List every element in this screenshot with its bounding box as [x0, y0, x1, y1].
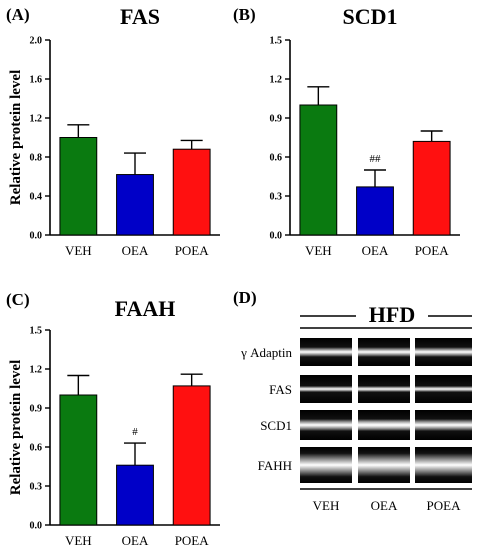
y-tick-label: 1.6: [30, 75, 43, 86]
chart-title: FAS: [120, 4, 160, 29]
panel-letter: (C): [6, 290, 30, 309]
blot-band: [300, 410, 352, 440]
x-tick-label: POEA: [175, 533, 210, 548]
y-tick-label: 0.3: [30, 482, 43, 493]
blot-lane-label: OEA: [371, 498, 398, 513]
blot-band: [358, 410, 410, 440]
bar-poea: [172, 148, 211, 236]
y-tick-label: 0.9: [30, 404, 43, 415]
blot-band: [300, 375, 352, 403]
bar-poea: [412, 140, 451, 236]
y-tick-label: 1.2: [270, 75, 283, 86]
blot-row-label: FAHH: [258, 458, 292, 473]
blot-lane-label: POEA: [427, 498, 462, 513]
x-tick-label: OEA: [362, 243, 389, 258]
blot-band: [300, 447, 352, 483]
panel-letter: (D): [233, 288, 257, 307]
y-axis-label: Relative protein level: [8, 360, 24, 496]
blot-title: HFD: [369, 302, 415, 327]
blot-band: [300, 338, 352, 366]
blot-band: [358, 375, 410, 403]
charts: (A) FAS Relative protein level 0.0 0.4 0.8 1.2…: [6, 4, 460, 548]
bar-veh: [299, 104, 338, 236]
x-tick-label: VEH: [65, 243, 92, 258]
y-tick-label: 0.0: [270, 231, 283, 242]
blot-band: [415, 375, 472, 403]
blot-row-label: γ Adaptin: [240, 345, 292, 360]
chart-0: (A) FAS Relative protein level 0.0 0.4 0.8 1.2…: [6, 4, 220, 258]
y-tick-label: 1.2: [30, 114, 43, 125]
bar-oea: [116, 174, 154, 236]
y-tick-label: 0.8: [30, 153, 43, 164]
panel-letter: (B): [233, 5, 256, 24]
y-tick-label: 0.4: [30, 192, 43, 203]
blot-row-label: SCD1: [260, 418, 292, 433]
significance-mark: #: [132, 426, 138, 438]
y-axis-label: Relative protein level: [8, 70, 24, 206]
blot-lane-label: VEH: [313, 498, 340, 513]
y-tick-label: 0.6: [270, 153, 283, 164]
x-tick-label: OEA: [122, 243, 149, 258]
bar-veh: [59, 394, 98, 526]
y-tick-label: 1.5: [30, 326, 43, 337]
y-tick-label: 0.9: [270, 114, 283, 125]
y-tick-label: 0.0: [30, 521, 43, 532]
y-tick-label: 0.6: [30, 443, 43, 454]
bar-poea: [172, 385, 211, 526]
x-tick-label: VEH: [65, 533, 92, 548]
x-tick-label: VEH: [305, 243, 332, 258]
bar-oea: [116, 464, 154, 526]
chart-title: FAAH: [115, 296, 176, 321]
chart-2: (C) FAAH Relative protein level 0.0 0.3 0.6 0.…: [6, 290, 220, 548]
blot-band: [415, 447, 472, 483]
y-tick-label: 0.3: [270, 192, 283, 203]
blot-band: [358, 338, 410, 366]
significance-mark: ##: [370, 153, 382, 165]
y-tick-label: 1.5: [270, 36, 283, 47]
bar-veh: [59, 137, 98, 236]
y-tick-label: 2.0: [30, 36, 43, 47]
blot-band: [415, 338, 472, 366]
y-tick-label: 0.0: [30, 231, 43, 242]
blot-row-label: FAS: [269, 382, 292, 397]
blot-band: [415, 410, 472, 440]
blot-band: [358, 447, 410, 483]
chart-1: (B) SCD1 0.0 0.3 0.6 0.9 1.2 1.5 VEH ## OEA POEA: [233, 4, 460, 258]
y-tick-label: 1.2: [30, 365, 43, 376]
x-tick-label: POEA: [415, 243, 450, 258]
bar-oea: [356, 186, 394, 236]
western-blot-panel: (D) HFD γ Adaptin FAS SCD1 FAHH VEH OEA POEA: [233, 288, 472, 513]
x-tick-label: OEA: [122, 533, 149, 548]
chart-title: SCD1: [342, 4, 397, 29]
panel-letter: (A): [6, 5, 30, 24]
x-tick-label: POEA: [175, 243, 210, 258]
